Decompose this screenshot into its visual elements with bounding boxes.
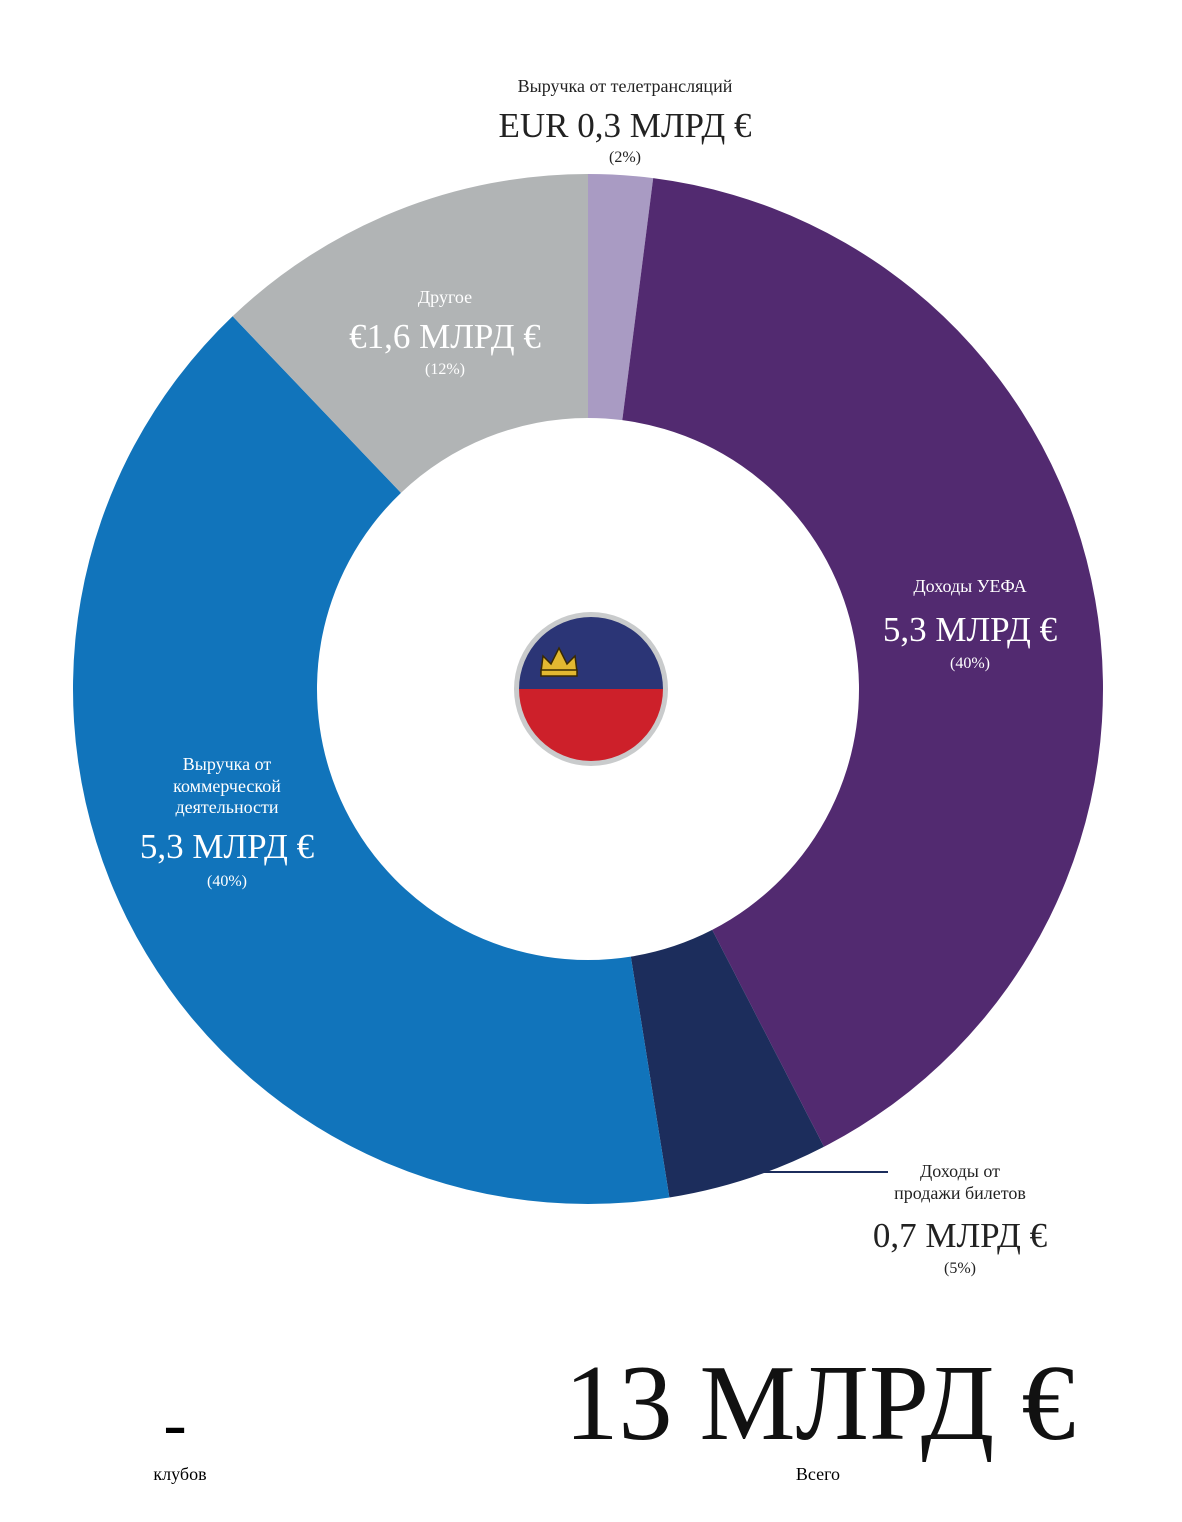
slice-amount: 0,7 МЛРД € <box>872 1216 1048 1255</box>
donut-slice <box>622 178 1103 1147</box>
clubs-value: - <box>163 1386 187 1463</box>
slice-percent: (40%) <box>207 873 247 890</box>
total-label: Всего <box>795 1464 841 1484</box>
slice-name: Выручка от коммерческой деятельности <box>173 754 281 818</box>
clubs-label: клубов <box>153 1464 207 1484</box>
slice-amount: 5,3 МЛРД € <box>139 827 315 866</box>
slice-amount: 5,3 МЛРД € <box>882 610 1058 649</box>
flag <box>514 612 668 766</box>
slice-name: Доходы УЕФА <box>913 576 1027 596</box>
slice-percent: (2%) <box>609 149 641 166</box>
slice-amount: €1,6 МЛРД € <box>349 317 541 356</box>
donut-slice <box>232 174 588 493</box>
donut-slice <box>588 174 654 421</box>
slice-name: Выручка от телетрансляций <box>517 76 733 96</box>
slice-percent: (12%) <box>425 361 465 378</box>
donut-slice <box>72 316 670 1204</box>
slice-name: Доходы от продажи билетов <box>894 1161 1026 1203</box>
donut-slice <box>630 929 824 1198</box>
slice-name: Другое <box>417 287 473 307</box>
slice-percent: (40%) <box>950 655 990 672</box>
slice-amount: EUR 0,3 МЛРД € <box>498 106 752 145</box>
total-value: 13 МЛРД € <box>564 1344 1076 1463</box>
slice-percent: (5%) <box>944 1260 976 1277</box>
